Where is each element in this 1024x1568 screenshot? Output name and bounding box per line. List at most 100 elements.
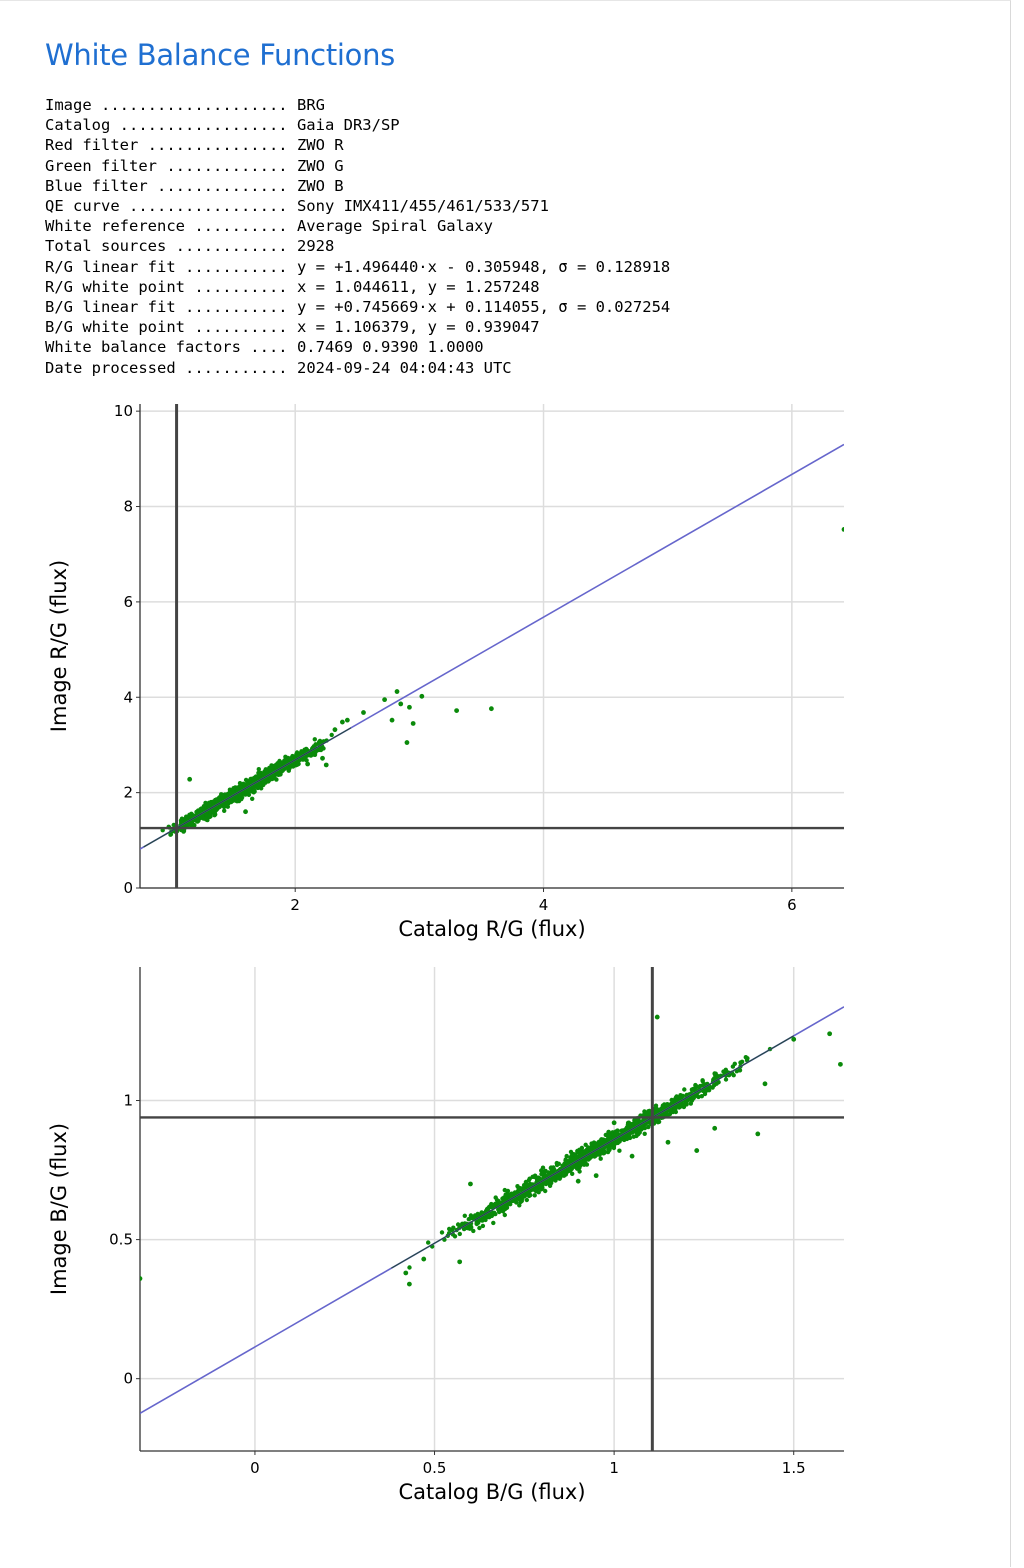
data-point-outlier	[419, 693, 425, 699]
info-dot-leader: ...........	[175, 358, 297, 377]
data-point	[579, 1160, 584, 1165]
data-point	[524, 1192, 530, 1197]
data-point-outlier	[694, 1148, 700, 1153]
data-point	[247, 788, 252, 793]
data-point	[312, 737, 317, 742]
data-point-outlier	[755, 1131, 761, 1137]
data-point	[682, 1087, 687, 1092]
data-point	[606, 1129, 611, 1135]
data-point	[506, 1192, 511, 1197]
x-tick-label: 0	[250, 1459, 260, 1477]
info-dot-leader: ..........	[184, 217, 297, 236]
data-point-outlier	[320, 755, 325, 761]
data-point-outlier	[629, 1153, 635, 1159]
data-point	[198, 808, 203, 813]
info-row: White balance factors .... 0.7469 0.9390…	[45, 337, 670, 357]
info-key: Catalog	[45, 116, 111, 135]
data-point	[502, 1212, 507, 1218]
data-point-outlier	[394, 689, 400, 694]
data-point	[570, 1171, 575, 1176]
rg-scatter-chart: 2 4 6 0 2 4 6 8 10 Catalog R/G (flux) Image R/G (f…	[47, 402, 844, 941]
data-point	[203, 817, 209, 822]
info-dot-leader: ..........	[184, 277, 297, 296]
data-point	[308, 753, 314, 758]
data-point	[527, 1176, 532, 1181]
data-point	[298, 757, 303, 762]
plot-area	[140, 404, 844, 888]
info-key: B/G white point	[45, 318, 185, 337]
y-tick-label: 0	[123, 1370, 133, 1388]
info-dot-leader: ...........	[175, 257, 297, 276]
data-point	[491, 1220, 496, 1226]
data-point	[207, 814, 212, 820]
data-point	[293, 754, 299, 759]
data-point	[493, 1211, 498, 1217]
y-axis-label: Image R/G (flux)	[47, 560, 71, 732]
data-point	[561, 1173, 567, 1178]
data-point	[646, 1124, 651, 1130]
data-point-outlier	[762, 1081, 768, 1087]
data-point	[665, 1112, 671, 1118]
info-value: Average Spiral Galaxy	[296, 217, 493, 236]
grid-lines	[140, 967, 844, 1451]
data-point	[575, 1148, 580, 1154]
y-tick-label: 0	[123, 879, 133, 897]
data-point	[250, 796, 255, 801]
tick-labels: 0 0.5 1 1.5 0 0.5 1	[109, 1092, 806, 1477]
data-point	[477, 1225, 482, 1231]
x-tick-label: 0.5	[423, 1459, 447, 1477]
data-point	[315, 748, 320, 753]
data-point	[255, 784, 260, 789]
data-point	[252, 788, 257, 793]
data-point	[524, 1182, 530, 1188]
data-point-outlier	[323, 762, 329, 768]
data-point	[460, 1221, 465, 1226]
data-point-outlier	[332, 727, 338, 733]
y-tick-label: 8	[123, 498, 133, 516]
info-value: Gaia DR3/SP	[296, 116, 400, 135]
data-point-outlier	[344, 717, 350, 723]
x-tick-label: 4	[539, 896, 549, 914]
data-point-outlier	[305, 761, 311, 767]
data-point	[471, 1228, 476, 1234]
data-point	[251, 776, 257, 781]
data-point	[168, 832, 174, 837]
info-key: Total sources	[45, 237, 167, 256]
data-point-outlier	[407, 704, 412, 710]
data-point	[642, 1112, 647, 1117]
data-point	[537, 1184, 542, 1189]
data-point	[737, 1068, 742, 1073]
data-point-outlier	[406, 1281, 412, 1287]
data-point	[562, 1170, 568, 1175]
data-point	[519, 1187, 524, 1192]
data-point	[598, 1156, 603, 1161]
data-point	[543, 1173, 549, 1179]
data-point	[490, 1203, 495, 1208]
data-point	[599, 1137, 604, 1142]
info-dot-leader: ....................	[91, 96, 297, 114]
info-dot-leader: .................	[119, 197, 297, 216]
data-point	[267, 765, 272, 771]
data-point	[477, 1218, 482, 1223]
data-point	[439, 1230, 445, 1235]
data-point	[462, 1213, 467, 1218]
data-point	[613, 1132, 619, 1137]
info-row: Blue filter .............. ZWO B	[45, 176, 670, 196]
y-tick-label: 4	[123, 688, 133, 706]
bg-scatter-chart: 0 0.5 1 1.5 0 0.5 1 Catalog B/G (flux) Image B/G…	[47, 967, 844, 1504]
info-row: QE curve ................. Sony IMX411/4…	[45, 196, 670, 216]
data-point	[723, 1077, 729, 1082]
data-point	[564, 1159, 570, 1164]
info-value: ZWO B	[296, 176, 344, 195]
data-point	[564, 1153, 569, 1159]
data-point	[712, 1075, 718, 1081]
data-point	[246, 792, 252, 797]
data-point	[199, 814, 205, 819]
data-point-outlier	[575, 1178, 581, 1184]
info-row: White reference .......... Average Spira…	[45, 216, 670, 236]
data-point	[313, 742, 318, 747]
info-value: Sony IMX411/455/461/533/571	[296, 197, 549, 216]
info-row: R/G linear fit ........... y = +1.496440…	[45, 257, 670, 277]
info-block: Image .................... BRG Catalog ..…	[45, 95, 670, 378]
